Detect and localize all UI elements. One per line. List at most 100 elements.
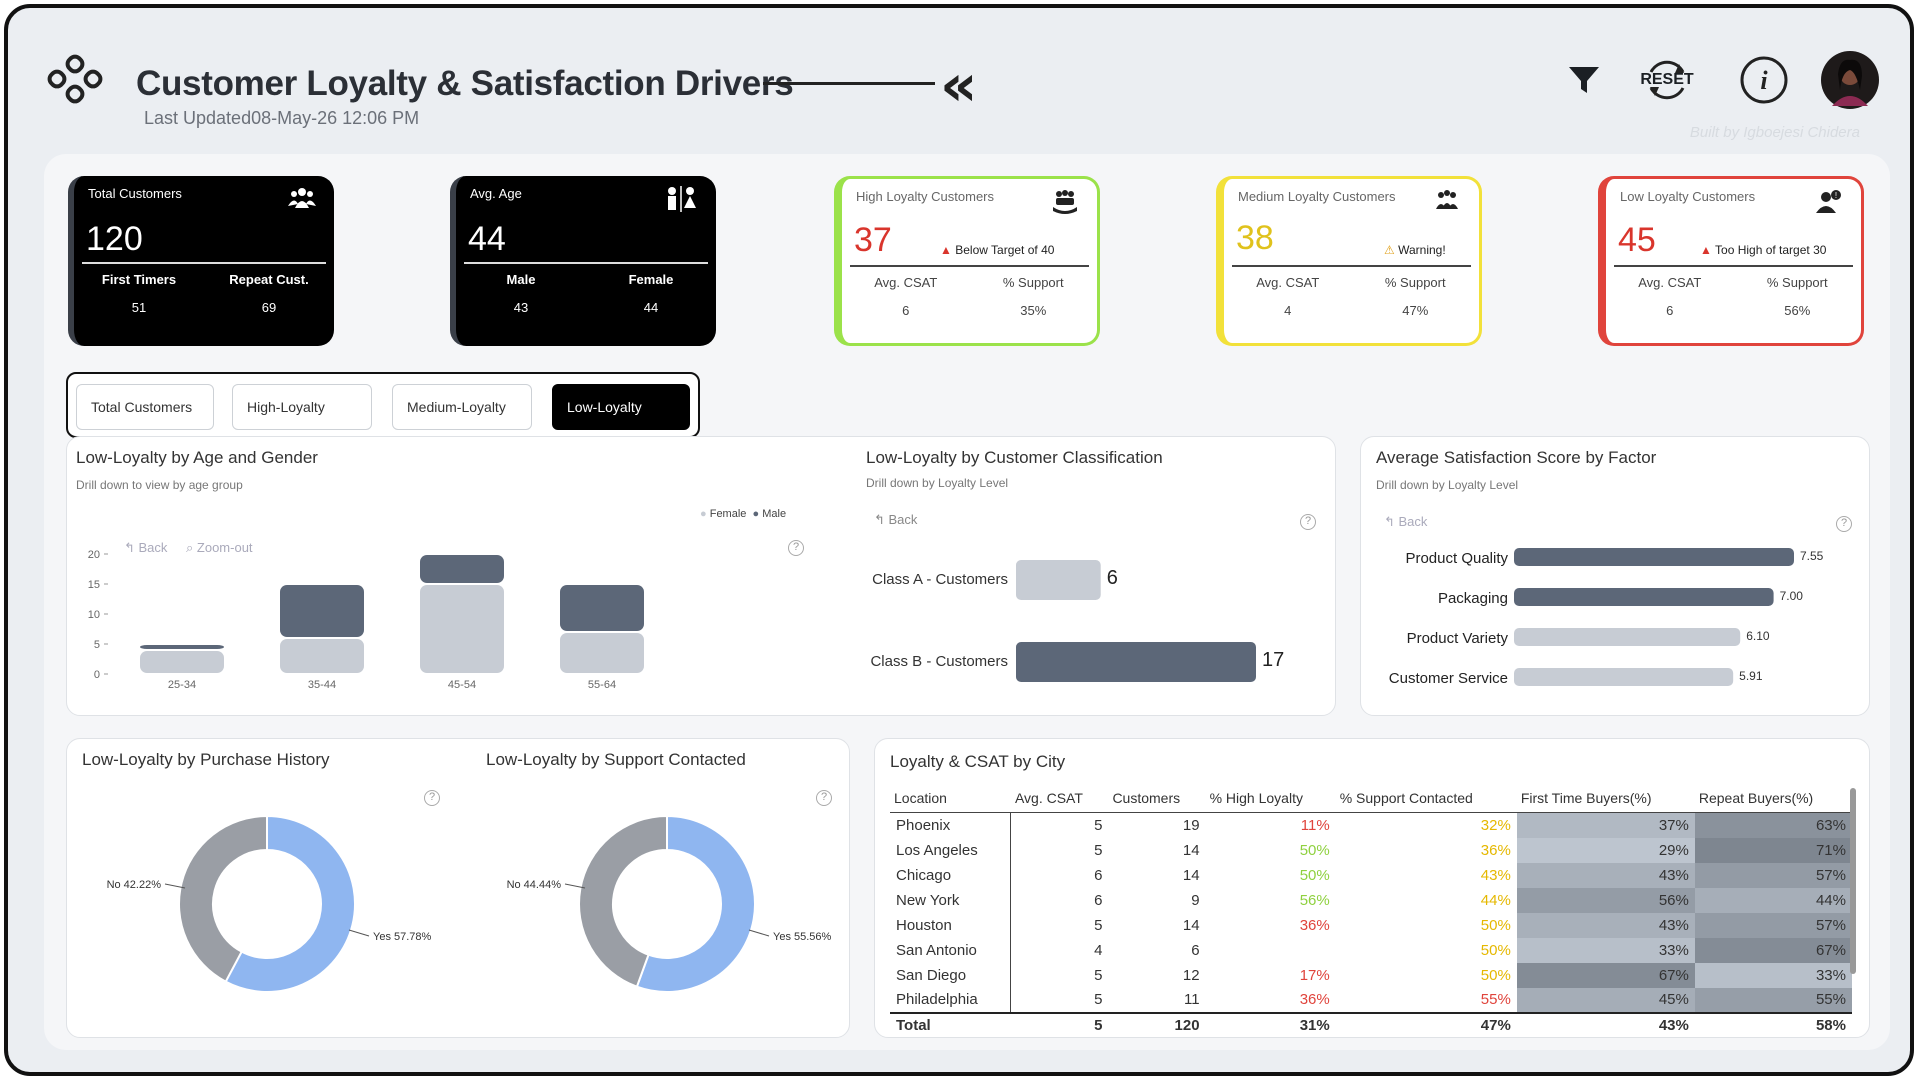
- total-cell: Total: [890, 1011, 1011, 1038]
- kpi-sub1-value: 43: [513, 300, 529, 315]
- table-cell: 44%: [1694, 887, 1852, 913]
- total-cell: 31%: [1205, 1011, 1336, 1038]
- x-tick-label: 25-34: [168, 679, 196, 691]
- table-cell: 33%: [1516, 937, 1695, 963]
- total-cell: 5: [1010, 1011, 1109, 1038]
- info-icon[interactable]: i: [1736, 52, 1792, 108]
- table-row[interactable]: New York 6 9 56% 44% 56% 44%: [890, 887, 1852, 913]
- kpi-label: Total Customers: [88, 186, 182, 201]
- table-cell: 17%: [1299, 966, 1330, 984]
- category-label: Product Variety: [1407, 630, 1509, 647]
- no-label: No 44.44%: [507, 879, 562, 891]
- age-class-panel: [66, 436, 1336, 716]
- kpi-sub1-value: 4: [1284, 303, 1292, 318]
- kpi-low-loyalty[interactable]: Low Loyalty Customers ! 45 ▲ Too High of…: [1598, 176, 1864, 346]
- kpi-sub1-label: Male: [506, 272, 536, 287]
- bar: [1016, 642, 1256, 682]
- table-cell: 5: [1094, 816, 1103, 834]
- help-icon[interactable]: ?: [788, 540, 804, 556]
- table-cell: 43%: [1516, 912, 1695, 938]
- tab-low-loyalty[interactable]: Low-Loyalty: [552, 384, 690, 430]
- table-cell: 50%: [1299, 841, 1330, 859]
- y-tick-label: 20: [88, 549, 100, 561]
- table-cell: 43%: [1516, 862, 1695, 888]
- zoom-out-button[interactable]: ⌕ Zoom-out: [186, 540, 253, 555]
- kpi-total-customers[interactable]: Total Customers 120 First Timers Repeat …: [68, 176, 334, 346]
- classification-chart: Class A - Customers 6 Class B - Customers 1…: [870, 560, 1284, 682]
- table-cell: 14: [1182, 866, 1200, 884]
- kpi-sub1-label: Avg. CSAT: [874, 275, 938, 290]
- help-icon[interactable]: ?: [816, 790, 832, 806]
- kpi-alert: ⚠ Warning!: [1384, 243, 1446, 257]
- table-row[interactable]: Houston 5 14 36% 50% 43% 57%: [890, 912, 1852, 938]
- x-tick-label: 55-64: [588, 679, 616, 691]
- table-cell: 57%: [1694, 862, 1852, 888]
- kpi-medium-loyalty[interactable]: Medium Loyalty Customers 38 ⚠ Warning! A…: [1216, 176, 1482, 346]
- back-chevron-icon[interactable]: «: [940, 51, 978, 119]
- column-header[interactable]: Avg. CSAT: [1010, 784, 1109, 813]
- bar: [1514, 548, 1794, 566]
- kpi-value: 38: [1236, 219, 1274, 257]
- kpi-high-loyalty[interactable]: High Loyalty Customers 37 ▲ Below Target…: [834, 176, 1100, 346]
- filter-icon[interactable]: [1562, 52, 1606, 108]
- x-tick-label: 45-54: [448, 679, 476, 691]
- tab-total-customers[interactable]: Total Customers: [76, 384, 214, 430]
- table-row[interactable]: Philadelphia 5 11 36% 55% 45% 55%: [890, 987, 1852, 1013]
- table-cell: 43%: [1480, 866, 1511, 884]
- help-icon[interactable]: ?: [424, 790, 440, 806]
- kpi-sub1-value: 6: [1666, 303, 1674, 318]
- table-row[interactable]: San Diego 5 12 17% 50% 67% 33%: [890, 962, 1852, 988]
- avatar[interactable]: [1820, 51, 1880, 109]
- tab-high-loyalty[interactable]: High-Loyalty: [232, 384, 372, 430]
- data-label: 7.55: [1800, 549, 1824, 563]
- classification-back-button[interactable]: ↰ Back: [874, 512, 918, 527]
- factor-back-button[interactable]: ↰ Back: [1384, 514, 1428, 529]
- bar: [1016, 560, 1101, 600]
- table-row[interactable]: Phoenix 5 19 11% 32% 37% 63%: [890, 812, 1852, 838]
- y-tick-label: 10: [88, 609, 100, 621]
- alarm-icon: ▲: [1700, 243, 1712, 257]
- help-icon[interactable]: ?: [1836, 516, 1852, 532]
- factor-back-label: Back: [1398, 514, 1428, 529]
- table-cell: 14: [1182, 916, 1200, 934]
- column-header[interactable]: % High Loyalty: [1205, 784, 1336, 813]
- column-header[interactable]: % Support Contacted: [1335, 784, 1517, 813]
- table-cell: 36%: [1299, 916, 1330, 934]
- table-cell: San Diego: [890, 962, 1012, 988]
- column-header[interactable]: First Time Buyers(%): [1516, 784, 1695, 813]
- category-label: Customer Service: [1389, 670, 1508, 687]
- kpi-alert-text: Below Target of 40: [955, 243, 1055, 257]
- table-cell: 5: [1094, 916, 1103, 934]
- purchase-title: Low-Loyalty by Purchase History: [82, 750, 330, 769]
- table-cell: 14: [1182, 841, 1200, 859]
- table-cell: 33%: [1694, 962, 1852, 988]
- kpi-avg-age[interactable]: Avg. Age 44 Male Female 43 44: [450, 176, 716, 346]
- kpi-divider: [1614, 265, 1853, 267]
- total-cell: 120: [1108, 1011, 1206, 1038]
- table-scrollbar[interactable]: [1850, 788, 1856, 974]
- kpi-sub2-value: 47%: [1402, 303, 1429, 318]
- table-total-row: Total 5 120 31% 47% 43% 58%: [890, 1011, 1852, 1038]
- table-cell: 63%: [1694, 812, 1852, 838]
- kpi-label: Avg. Age: [470, 186, 522, 201]
- data-label: 6: [1107, 567, 1118, 589]
- tab-medium-loyalty[interactable]: Medium-Loyalty: [392, 384, 532, 430]
- bar: [1514, 668, 1734, 686]
- table-row[interactable]: San Antonio 4 6 50% 33% 67%: [890, 937, 1852, 963]
- title-divider: [763, 82, 935, 85]
- classification-back-label: Back: [888, 512, 918, 527]
- built-by-credit: Built by Igboejesi Chidera: [1689, 124, 1860, 141]
- table-cell: 67%: [1694, 937, 1852, 963]
- slice-no: [577, 814, 668, 988]
- column-header[interactable]: Repeat Buyers(%): [1694, 784, 1852, 813]
- kpi-label: High Loyalty Customers: [856, 189, 994, 204]
- help-icon[interactable]: ?: [1300, 514, 1316, 530]
- table-row[interactable]: Los Angeles 5 14 50% 36% 29% 71%: [890, 837, 1852, 863]
- column-header[interactable]: Location: [890, 784, 1011, 813]
- reset-button[interactable]: RESET: [1636, 52, 1698, 108]
- kpi-sub1-label: Avg. CSAT: [1256, 275, 1320, 290]
- table-row[interactable]: Chicago 6 14 50% 43% 43% 57%: [890, 862, 1852, 888]
- column-header[interactable]: Customers: [1108, 784, 1206, 813]
- age-back-button[interactable]: ↰ Back: [124, 540, 168, 555]
- kpi-sub1-value: 6: [902, 303, 910, 318]
